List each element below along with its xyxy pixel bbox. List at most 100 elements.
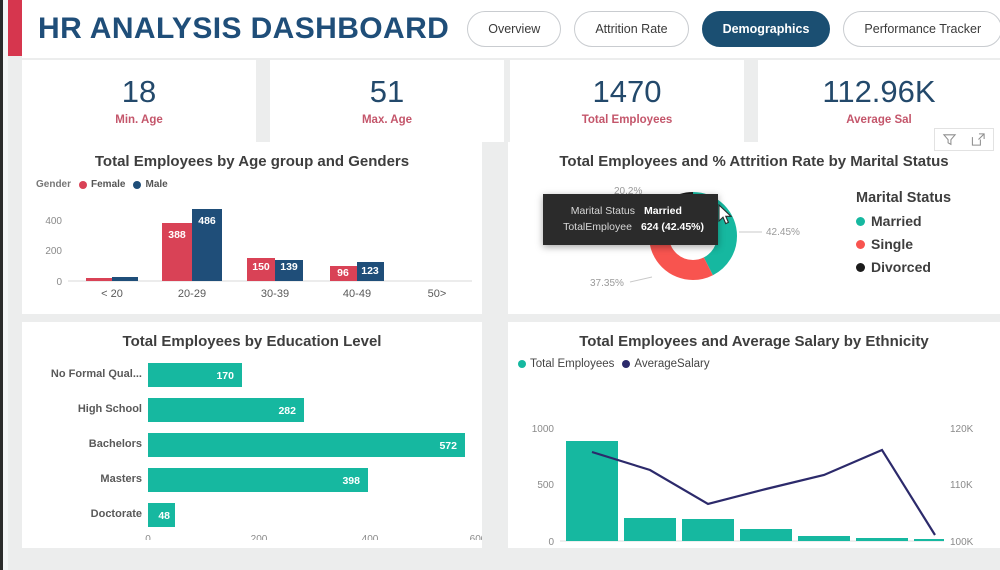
bar-masters[interactable] (148, 468, 368, 492)
bar-asian-or-asian[interactable] (740, 529, 792, 541)
dashboard-header: HR ANALYSIS DASHBOARD Overview Attrition… (22, 0, 1000, 58)
kpi-card-average-salary[interactable]: 112.96K Average Sal (758, 60, 1000, 142)
legend-label: Married (871, 213, 922, 229)
donut-pct-married: 42.45% (766, 227, 800, 238)
legend-label: Male (145, 179, 168, 190)
y-right-tick-120k: 120K (950, 424, 974, 435)
chart-tooltip: Marital Status Married TotalEmployee 624… (543, 194, 718, 245)
bar-label-4: 48 (158, 510, 170, 522)
legend-item-single[interactable]: Single (856, 236, 951, 252)
bar-female-40-49[interactable] (330, 266, 357, 281)
donut-pct-single: 37.35% (590, 278, 624, 289)
y-right-tick-100k: 100K (950, 537, 974, 548)
y-tick-400: 400 (45, 216, 62, 227)
leader-line-single (629, 276, 653, 283)
bar-native-hawaiian[interactable] (856, 538, 908, 541)
legend-label: Divorced (871, 259, 931, 275)
page-title: HR ANALYSIS DASHBOARD (38, 12, 450, 45)
focus-mode-icon[interactable] (971, 132, 986, 147)
bar-american-indian[interactable] (798, 536, 850, 541)
x-label-3-line1: Asian or (746, 549, 787, 550)
tab-attrition-rate[interactable]: Attrition Rate (574, 11, 689, 47)
bar-label-male-40-49: 123 (361, 265, 379, 277)
chart-ethnicity[interactable]: 1000 500 0 120K 110K 100K White Black or… (508, 370, 1000, 570)
y-label-4: Doctorate (91, 508, 142, 520)
panel-education-level: Total Employees by Education Level No Fo… (22, 322, 487, 548)
legend-age-gender: Gender Female Male (36, 179, 482, 190)
kpi-row: 18 Min. Age 51 Max. Age 1470 Total Emplo… (22, 60, 1000, 142)
bar-mixed-or-multiple[interactable] (682, 519, 734, 541)
kpi-value: 51 (369, 74, 405, 110)
tooltip-key: TotalEmployee (563, 221, 632, 233)
legend-title: Gender (36, 179, 72, 190)
tooltip-row: TotalEmployee 624 (42.45%) (557, 219, 704, 235)
x-label-1-line1: Black or (630, 549, 670, 550)
tab-demographics[interactable]: Demographics (701, 11, 831, 47)
bar-label-1: 282 (278, 405, 296, 417)
bar-male-20-29[interactable] (192, 209, 222, 281)
bar-male-40-49[interactable] (357, 262, 384, 281)
x-label-3: 40-49 (343, 288, 371, 300)
bar-male-30-39[interactable] (275, 260, 303, 281)
filter-icon[interactable] (942, 132, 957, 147)
legend-item-female[interactable]: Female (79, 179, 125, 190)
legend-swatch-married (856, 216, 865, 226)
bar-label-3: 398 (342, 475, 360, 487)
x-label-5-line1: Native (866, 549, 897, 550)
tab-overview[interactable]: Overview (467, 11, 562, 47)
legend-item-divorced[interactable]: Divorced (856, 259, 951, 275)
y-label-1: High School (78, 403, 142, 415)
chart-title-marital-status: Total Employees and % Attrition Rate by … (559, 153, 949, 170)
bar-female-20-29[interactable] (162, 223, 192, 281)
y-left-tick-0: 0 (548, 537, 554, 548)
kpi-card-min-age[interactable]: 18 Min. Age (22, 60, 256, 142)
bar-high-school[interactable] (148, 398, 304, 422)
legend-item-male[interactable]: Male (133, 179, 168, 190)
x-label-0-line1: White (578, 549, 606, 550)
nav-tabs: Overview Attrition Rate Demographics Per… (467, 11, 1000, 47)
bar-black-or-african[interactable] (624, 518, 676, 541)
kpi-label: Total Employees (581, 113, 673, 126)
x-label-0: < 20 (101, 288, 123, 300)
legend-label: AverageSalary (634, 358, 710, 370)
legend-swatch-divorced (856, 262, 865, 272)
x-label-4-line1: Ameri... (805, 549, 843, 550)
legend-label: Total Employees (530, 358, 615, 370)
kpi-label: Min. Age (115, 113, 163, 126)
kpi-card-max-age[interactable]: 51 Max. Age (270, 60, 504, 142)
donut-pct-divorced: 20.2% (614, 186, 642, 197)
kpi-card-total-employees[interactable]: 1470 Total Employees (510, 60, 744, 142)
visual-header-icons (934, 128, 994, 151)
bar-female-lt20[interactable] (86, 278, 112, 281)
tab-performance-tracker[interactable]: Performance Tracker (843, 11, 1000, 47)
bar-female-30-39[interactable] (247, 258, 275, 281)
bar-label-female-20-29: 388 (168, 229, 186, 241)
chart-age-gender[interactable]: 0 200 400 < 20 388 486 20-29 150 139 30-… (22, 190, 482, 312)
bar-doctorate[interactable] (148, 503, 175, 527)
legend-swatch-total-employees (518, 360, 526, 368)
bar-label-male-30-39: 139 (280, 261, 298, 273)
y-label-0: No Formal Qual... (51, 368, 142, 380)
kpi-value: 1470 (592, 74, 662, 110)
x-tick-400: 400 (362, 534, 379, 540)
bar-male-lt20[interactable] (112, 277, 138, 281)
legend-item-average-salary[interactable]: AverageSalary (622, 358, 710, 370)
bar-white[interactable] (566, 441, 618, 541)
y-label-2: Bachelors (89, 438, 142, 450)
legend-label: Single (871, 236, 914, 252)
legend-item-married[interactable]: Married (856, 213, 951, 229)
legend-item-total-employees[interactable]: Total Employees (518, 358, 614, 370)
legend-swatch-female (79, 180, 88, 189)
legend-swatch-male (133, 180, 142, 189)
chart-education[interactable]: No Formal Qual... 170 High School 282 Ba… (22, 350, 487, 545)
bar-label-2: 572 (439, 440, 457, 452)
line-average-salary[interactable] (591, 448, 936, 536)
panel-ethnicity: Total Employees and Average Salary by Et… (508, 322, 1000, 570)
y-tick-200: 200 (45, 246, 62, 257)
bar-other[interactable] (914, 539, 944, 541)
bar-no-formal-qualification[interactable] (148, 363, 242, 387)
bar-label-male-20-29: 486 (198, 215, 216, 227)
tooltip-row: Marital Status Married (557, 203, 704, 219)
bar-bachelors[interactable] (148, 433, 465, 457)
